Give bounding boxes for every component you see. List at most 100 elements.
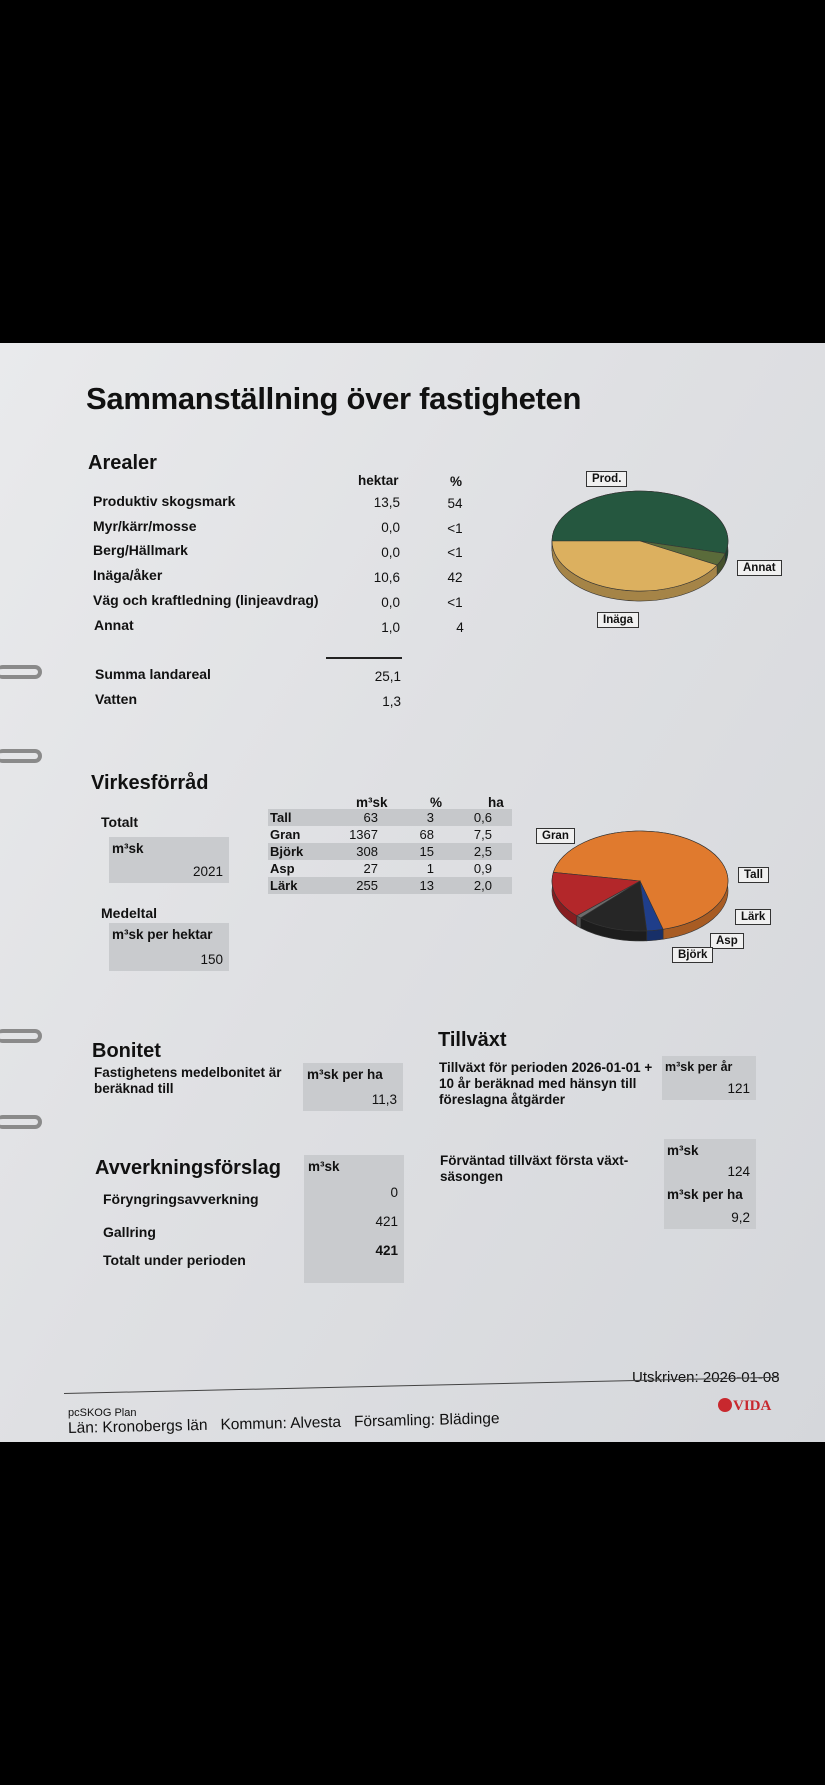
m3sk-cell: 1367 xyxy=(349,827,378,842)
arealer-row-label: Berg/Hällmark xyxy=(93,542,188,558)
table-row: Björk 308 15 2,5 xyxy=(268,843,512,860)
arealer-heading: Arealer xyxy=(88,452,157,474)
pct-cell: 3 xyxy=(426,810,434,825)
tillvaxt-text: Tillväxt för perioden 2026-01-01 + 10 år… xyxy=(439,1060,653,1107)
arealer-pie-chart xyxy=(551,490,729,602)
avverkning-row-label: Föryngringsavverkning xyxy=(103,1191,259,1207)
arealer-row-pct: 54 xyxy=(447,496,463,511)
summa-landareal-label: Summa landareal xyxy=(95,666,211,682)
pie-label-bjork: Björk xyxy=(672,947,714,963)
forvantad-value-2: 9,2 xyxy=(731,1210,750,1225)
table-row: Gran 1367 68 7,5 xyxy=(268,826,512,843)
virke-col-pct: % xyxy=(430,795,443,810)
arealer-row-hektar: 1,0 xyxy=(381,620,400,635)
program-name: pcSKOG Plan xyxy=(68,1407,137,1419)
virkesforrad-heading: Virkesförråd xyxy=(91,772,209,794)
pct-cell: 68 xyxy=(419,827,434,842)
arealer-row-hektar: 0,0 xyxy=(381,545,400,560)
arealer-row-hektar: 13,5 xyxy=(373,495,400,510)
bonitet-box: m³sk per ha 11,3 xyxy=(303,1063,403,1111)
vida-logo-mark xyxy=(718,1398,732,1412)
sum-divider xyxy=(326,657,402,659)
forvantad-value-1: 124 xyxy=(727,1164,750,1179)
forvantad-box-2: m³sk per ha 9,2 xyxy=(664,1183,756,1229)
arealer-row-hektar: 10,6 xyxy=(373,570,400,585)
avverkning-box: m³sk 0 421 421 xyxy=(304,1155,404,1283)
pct-cell: 1 xyxy=(426,861,434,876)
m3sk-cell: 308 xyxy=(356,844,378,859)
pct-cell: 13 xyxy=(419,878,434,893)
species-cell: Tall xyxy=(270,810,292,825)
medeltal-value: 150 xyxy=(200,952,223,967)
pie-label-inaga: Inäga xyxy=(597,612,640,628)
binder-ring xyxy=(0,665,42,679)
summa-landareal-value: 25,1 xyxy=(374,669,401,684)
table-row: Asp 27 1 0,9 xyxy=(268,860,512,877)
forvantad-box-1: m³sk 124 xyxy=(664,1139,756,1183)
medeltal-unit: m³sk per hektar xyxy=(112,927,213,942)
pie-label-prod: Prod. xyxy=(586,471,628,487)
tillvaxt-box: m³sk per år 121 xyxy=(662,1056,756,1100)
avverkning-heading: Avverkningsförslag xyxy=(95,1157,281,1179)
arealer-row-label: Annat xyxy=(94,617,134,633)
vida-logo-text: VIDA xyxy=(733,1398,772,1414)
medeltal-box: m³sk per hektar 150 xyxy=(109,923,229,971)
forvantad-text: Förväntad tillväxt första växt-säsongen xyxy=(440,1153,629,1184)
m3sk-cell: 255 xyxy=(356,878,378,893)
arealer-row-hektar: 0,0 xyxy=(381,520,400,535)
forvantad-unit-2: m³sk per ha xyxy=(667,1187,743,1202)
vatten-label: Vatten xyxy=(95,691,138,707)
ha-cell: 0,6 xyxy=(473,810,492,825)
bonitet-heading: Bonitet xyxy=(92,1040,161,1062)
tillvaxt-heading: Tillväxt xyxy=(438,1029,507,1051)
species-cell: Gran xyxy=(270,827,301,842)
totalt-unit: m³sk xyxy=(112,841,144,856)
medeltal-label: Medeltal xyxy=(101,905,158,921)
pie-slice xyxy=(551,871,641,917)
pie-label-tall: Tall xyxy=(738,867,769,883)
vatten-value: 1,3 xyxy=(382,694,401,709)
avverkning-value-1: 0 xyxy=(390,1185,398,1200)
vida-logo: VIDA xyxy=(718,1398,771,1415)
arealer-row-label: Inäga/åker xyxy=(93,567,163,583)
m3sk-cell: 63 xyxy=(363,810,378,825)
arealer-row-hektar: 0,0 xyxy=(381,595,400,610)
m3sk-cell: 27 xyxy=(363,861,378,876)
utskriven-date: Utskriven: 2026-01-08 xyxy=(632,1369,780,1386)
arealer-row-pct: 4 xyxy=(456,620,464,635)
avverkning-row-label: Gallring xyxy=(103,1224,156,1240)
totalt-box: m³sk 2021 xyxy=(109,837,229,883)
ha-cell: 0,9 xyxy=(473,861,492,876)
pie-slice xyxy=(551,490,729,554)
pie-label-gran: Gran xyxy=(536,828,575,844)
arealer-row-pct: <1 xyxy=(447,521,463,536)
totalt-value: 2021 xyxy=(192,864,223,879)
pct-cell: 15 xyxy=(419,844,434,859)
pie-label-lark: Lärk xyxy=(735,909,772,925)
pie-label-annat: Annat xyxy=(737,560,782,576)
arealer-row-pct: <1 xyxy=(447,595,463,610)
binder-ring xyxy=(0,749,42,763)
pie-slice xyxy=(551,540,718,592)
pie-label-asp: Asp xyxy=(710,933,744,949)
pie-slice xyxy=(580,880,648,932)
ha-cell: 2,5 xyxy=(473,844,492,859)
avverkning-value-total: 421 xyxy=(375,1243,398,1258)
avverkning-value-2: 421 xyxy=(375,1214,398,1229)
arealer-row-label: Produktiv skogsmark xyxy=(93,493,236,509)
arealer-col-hektar: hektar xyxy=(358,473,399,488)
virke-col-ha: ha xyxy=(488,795,504,810)
arealer-row-label: Väg och kraftledning (linjeavdrag) xyxy=(93,592,319,608)
avverkning-row-label: Totalt under perioden xyxy=(103,1252,246,1268)
species-cell: Björk xyxy=(270,844,304,859)
virke-col-m3sk: m³sk xyxy=(356,795,388,810)
table-row: Lärk 255 13 2,0 xyxy=(268,877,512,894)
bonitet-text: Fastighetens medelbonitet är beräknad ti… xyxy=(94,1065,282,1096)
binder-ring xyxy=(0,1115,42,1129)
table-row: Tall 63 3 0,6 xyxy=(268,809,512,826)
arealer-row-pct: 42 xyxy=(447,570,463,585)
tillvaxt-value: 121 xyxy=(727,1081,750,1096)
virke-pie-chart xyxy=(551,830,729,942)
arealer-row-pct: <1 xyxy=(447,545,463,560)
binder-ring xyxy=(0,1029,42,1043)
